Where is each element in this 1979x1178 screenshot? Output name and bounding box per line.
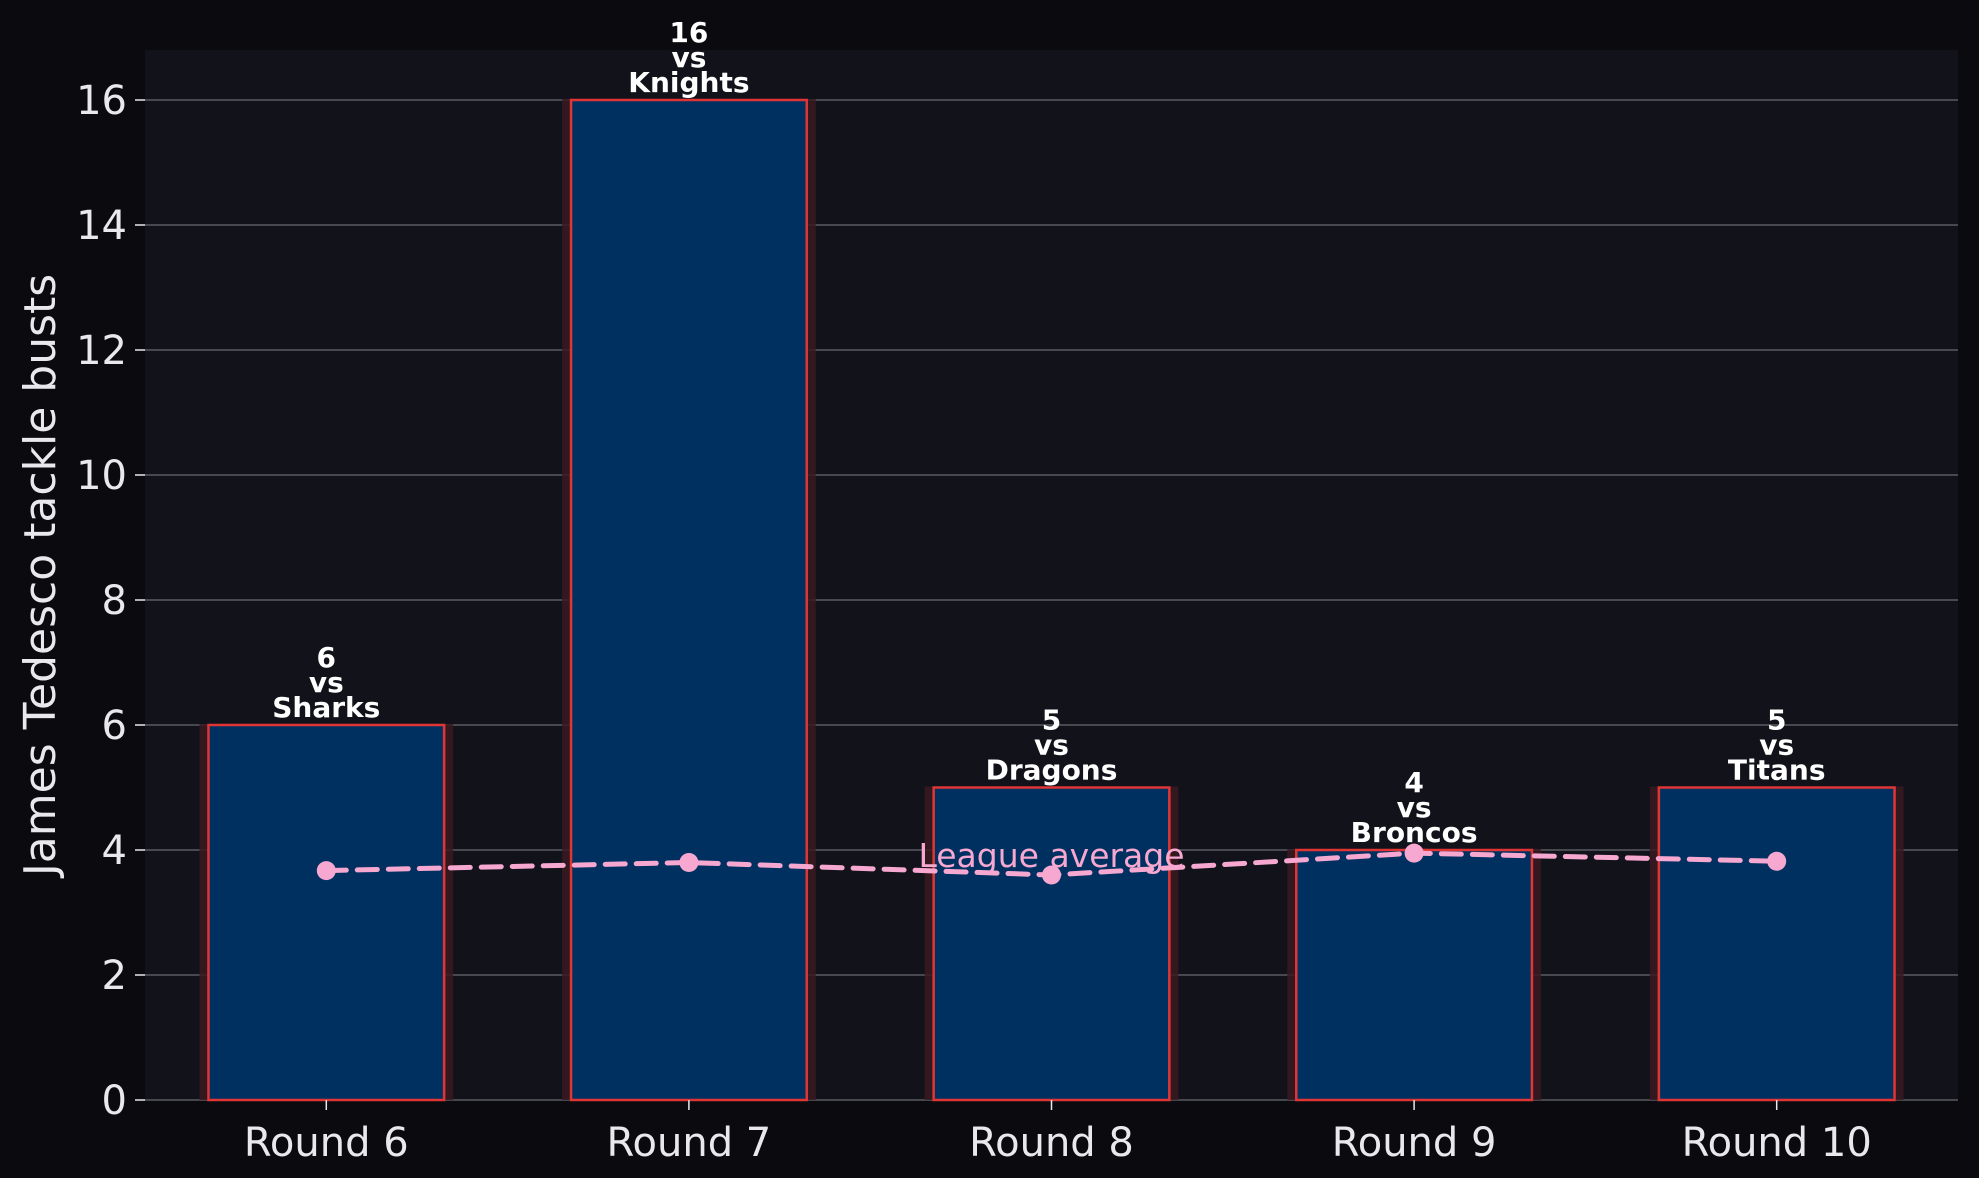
y-tick-label: 0 (102, 1078, 127, 1124)
x-axis-ticks: Round 6 Round 7 Round 8 Round 9 Round 10 (244, 1100, 1872, 1166)
y-tick-label: 14 (76, 203, 127, 249)
bar-opponent-label: Titans (1728, 754, 1826, 787)
bar-value-label: 16 (669, 16, 708, 49)
y-tick-label: 16 (76, 78, 127, 124)
x-tick-label: Round 10 (1682, 1120, 1872, 1166)
y-tick-label: 12 (76, 328, 127, 374)
x-tick-label: Round 6 (244, 1120, 409, 1166)
bar-vs-label: vs (1034, 729, 1069, 762)
bar (1657, 786, 1896, 1102)
y-axis-ticks: 0 2 4 6 8 10 12 14 16 (76, 78, 145, 1124)
bar-opponent-label: Sharks (272, 691, 380, 724)
league-average-point (1404, 843, 1424, 863)
bar-opponent-label: Broncos (1351, 816, 1478, 849)
x-tick-label: Round 7 (607, 1120, 772, 1166)
bar (932, 786, 1171, 1102)
bar-opponent-label: Dragons (986, 754, 1118, 787)
x-tick-label: Round 8 (969, 1120, 1134, 1166)
bar-vs-label: vs (1397, 791, 1432, 824)
bar (207, 723, 446, 1102)
bar-vs-label: vs (309, 666, 344, 699)
bar-value-label: 5 (1767, 704, 1786, 737)
bar-value-label: 4 (1404, 766, 1423, 799)
league-average-point (679, 853, 699, 872)
bar (569, 98, 808, 1102)
y-tick-label: 8 (102, 578, 127, 624)
bar (1295, 848, 1534, 1102)
league-average-annotation: League average (918, 836, 1184, 875)
bar-vs-label: vs (1759, 729, 1794, 762)
league-average-point (316, 861, 336, 881)
y-axis-label: James Tedesco tackle busts (15, 274, 66, 879)
x-tick-label: Round 9 (1332, 1120, 1497, 1166)
y-tick-label: 4 (102, 828, 127, 874)
gridlines (145, 99, 1958, 1101)
league-average-point (1042, 865, 1061, 885)
y-tick-label: 10 (76, 453, 127, 499)
y-tick-label: 2 (102, 953, 127, 999)
y-tick-label: 6 (102, 703, 127, 749)
bar-opponent-label: Knights (628, 66, 749, 99)
bar-value-label: 5 (1042, 704, 1061, 737)
league-average-series: League average (316, 836, 1787, 885)
bars (199, 98, 1904, 1102)
league-average-point (1767, 851, 1787, 871)
bar-value-label: 6 (317, 641, 336, 674)
bar-vs-label: vs (671, 41, 706, 74)
